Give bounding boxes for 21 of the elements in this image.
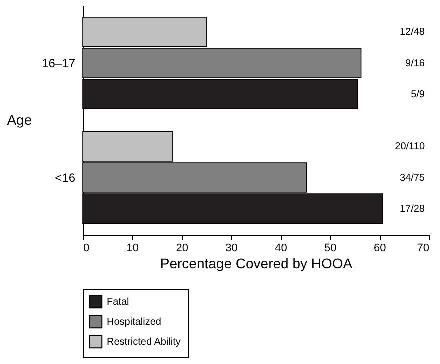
x-tick-label: 40 [275,242,288,254]
annotation: 12/48 [400,27,426,38]
y-tick-label: <16 [55,170,76,185]
annotation: 5/9 [411,89,426,100]
x-tick-label: 20 [176,242,188,254]
legend-label: Hospitalized [107,317,162,328]
annotation: 17/28 [400,204,426,215]
x-tick-label: 70 [417,242,430,254]
x-tick-label: 10 [126,242,140,254]
x-axis-title: Percentage Covered by HOOA [160,256,354,272]
annotation: 9/16 [406,58,426,70]
annotation: 20/110 [395,142,426,153]
x-tick-label: 30 [226,242,238,254]
legend-label: Fatal [107,297,130,308]
x-tick-label: 60 [374,242,386,254]
legend-label: Restricted Ability [107,337,181,348]
x-tick-label: 50 [324,242,337,254]
y-tick-label: 16–17 [42,56,76,70]
annotation: 34/75 [400,172,426,184]
x-tick-label: 0 [84,242,90,254]
y-axis-title: Age [7,112,32,128]
